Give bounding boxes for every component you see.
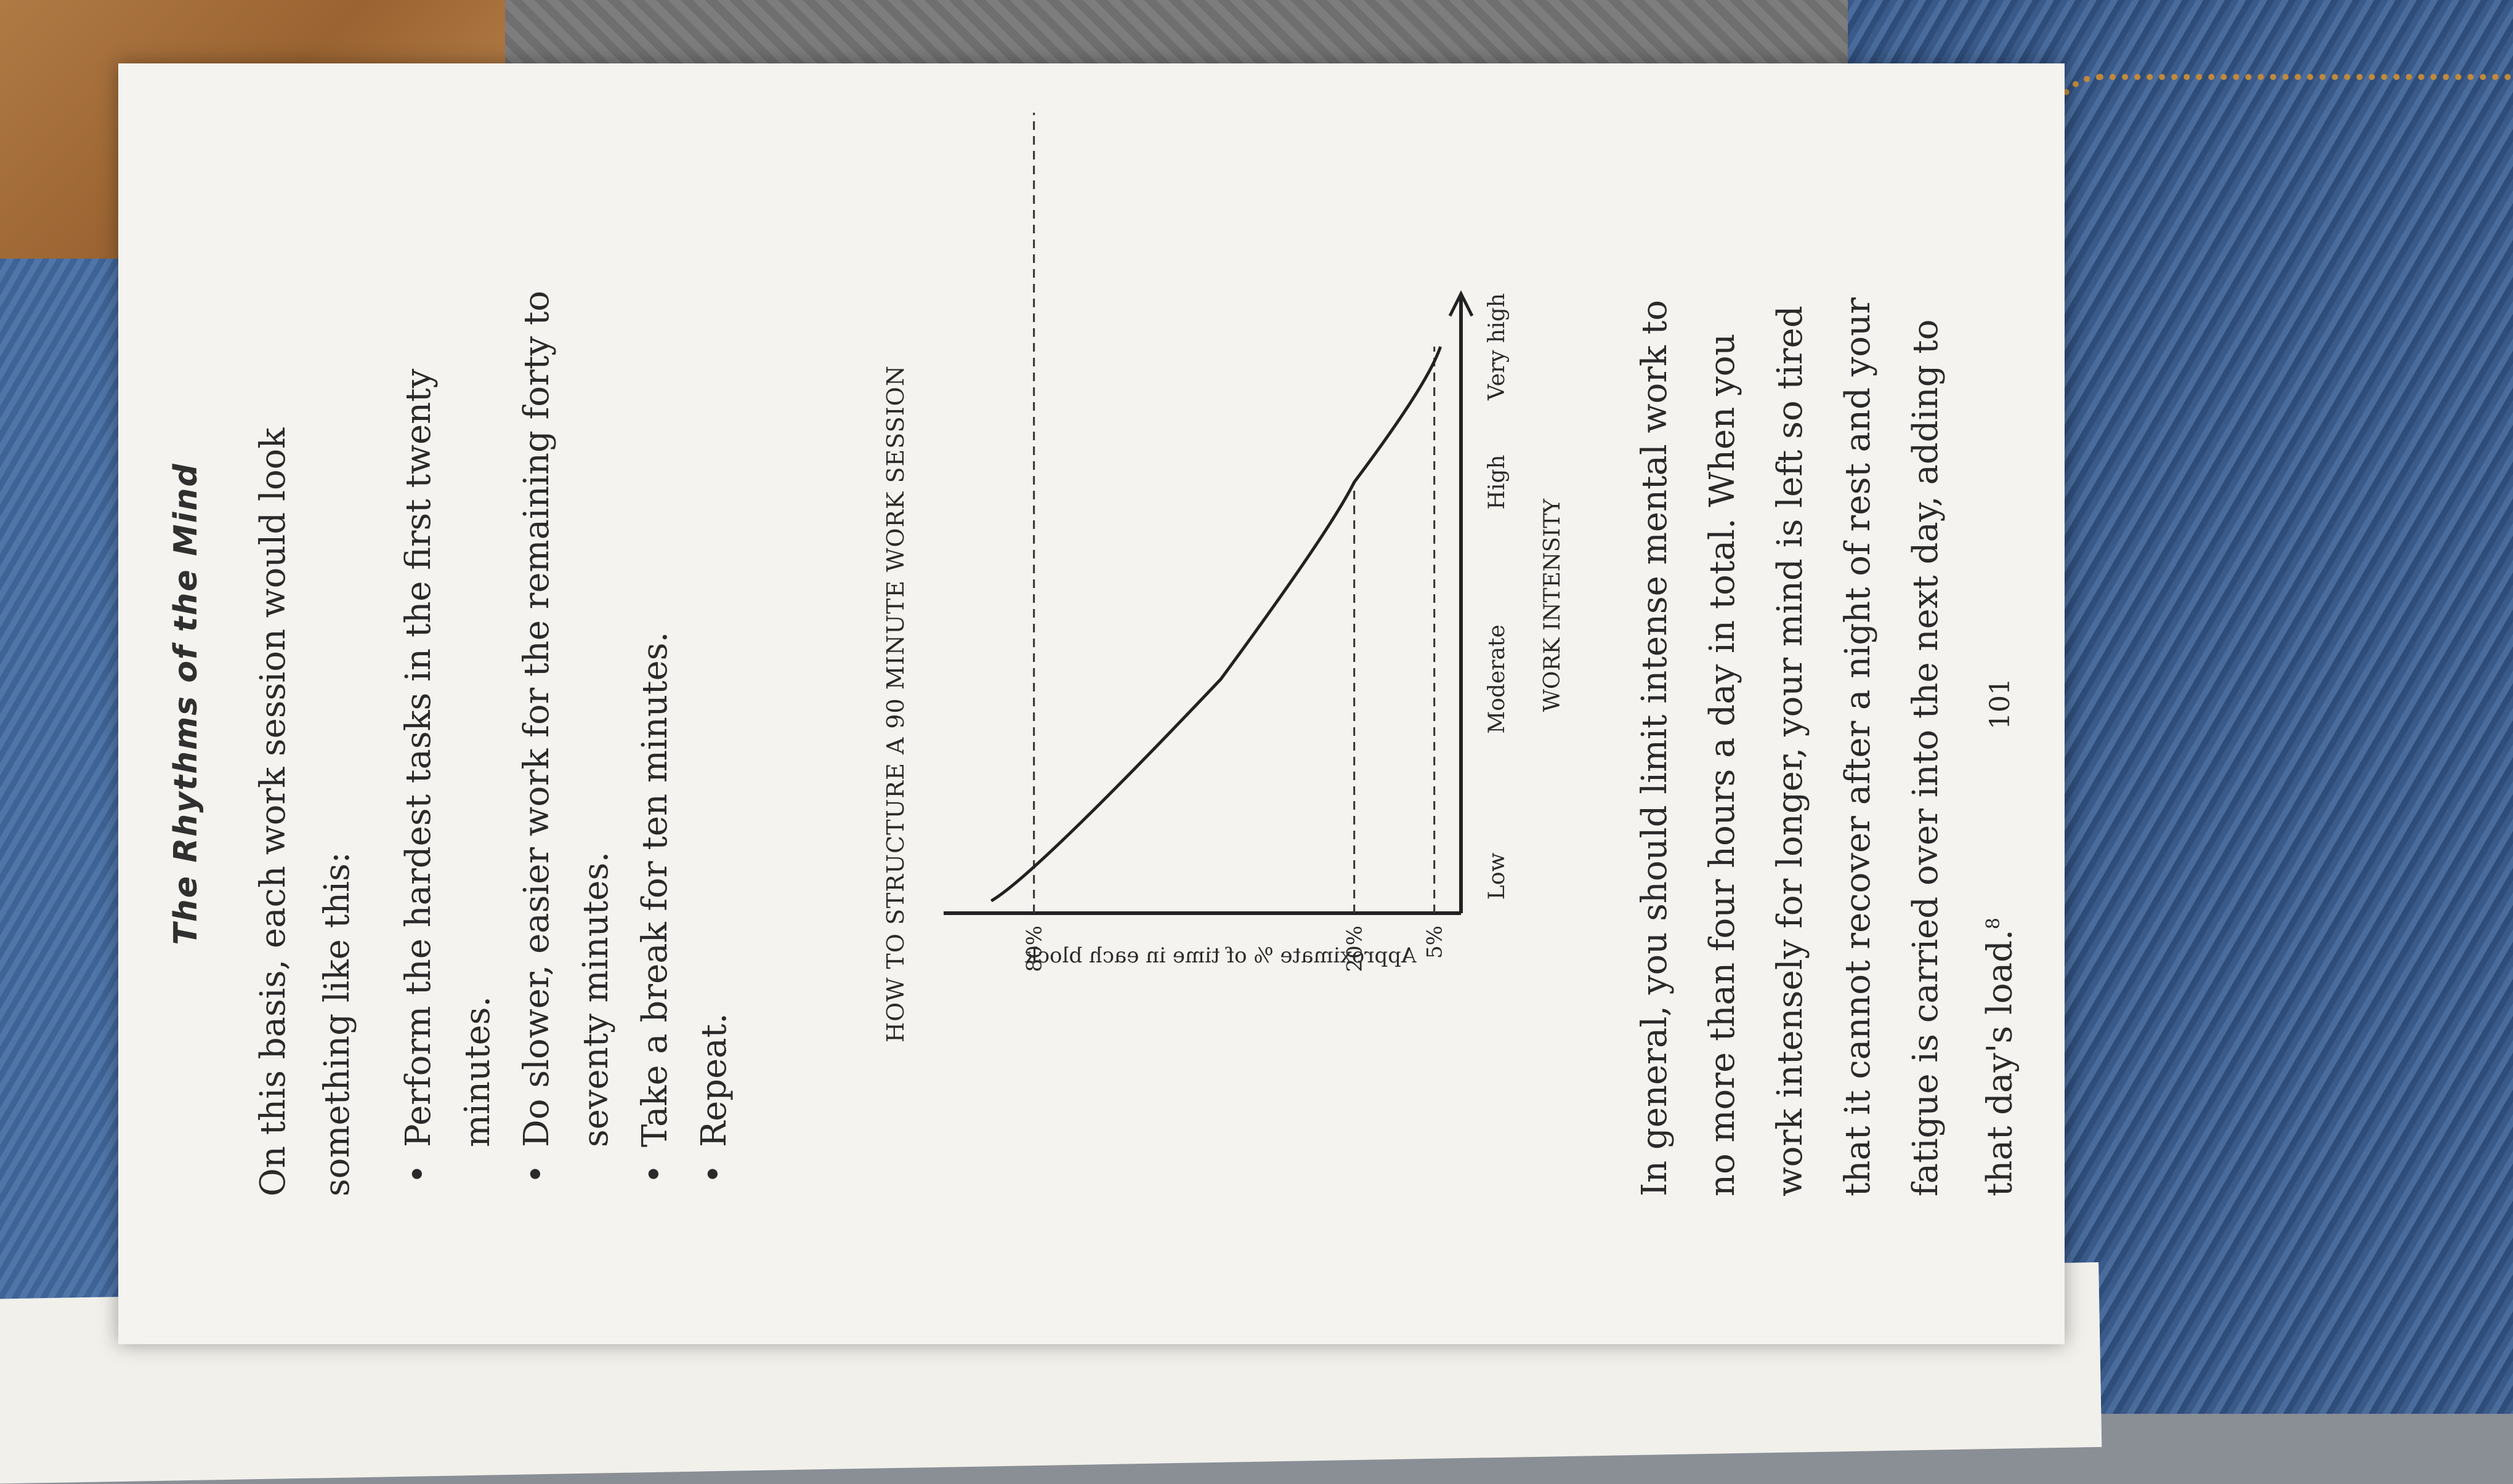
bullet-item: Do slower, easier work for the remaining… <box>508 260 626 1184</box>
bullet-item: Repeat. <box>685 260 744 1184</box>
series-line <box>990 346 1443 903</box>
y-axis-title: Approximate % of time in each block <box>1025 943 1417 968</box>
bullet-item: Take a break for ten minutes. <box>626 260 685 1184</box>
x-tick-label: Very high <box>1484 293 1510 401</box>
bullet-item: Perform the hardest tasks in the first t… <box>389 260 508 1184</box>
book-page: The Rhythms of the Mind On this basis, e… <box>118 63 2065 1344</box>
y-tick-label: 20% <box>1343 925 1367 972</box>
x-axis-title: WORK INTENSITY <box>1540 498 1565 712</box>
x-tick-label: Moderate <box>1484 624 1510 733</box>
intro-paragraph: On this basis, each work session would l… <box>253 427 357 1196</box>
running-head: The Rhythms of the Mind <box>168 462 204 945</box>
x-axis-arrow <box>1448 290 1474 317</box>
y-tick-label: 80% <box>1022 925 1047 972</box>
page-content: The Rhythms of the Mind On this basis, e… <box>118 63 2065 1344</box>
page-number: 101 <box>1985 678 2016 730</box>
y-tick-label: 5% <box>1423 925 1447 959</box>
work-intensity-chart: 80% 20% 5% Low Moderate High Very high WORK INT… <box>944 113 1565 972</box>
closing-paragraph: In general, you should limit intense men… <box>1621 260 2034 1196</box>
closing-text: In general, you should limit intense men… <box>1635 297 2020 1196</box>
jeans-stitching <box>2051 74 2513 511</box>
x-tick-label: Low <box>1484 853 1510 900</box>
figure-title: HOW TO STRUCTURE A 90 MINUTE WORK SESSIO… <box>882 365 909 1043</box>
bullet-list: Perform the hardest tasks in the first t… <box>389 260 744 1184</box>
x-tick-label: High <box>1484 454 1510 509</box>
